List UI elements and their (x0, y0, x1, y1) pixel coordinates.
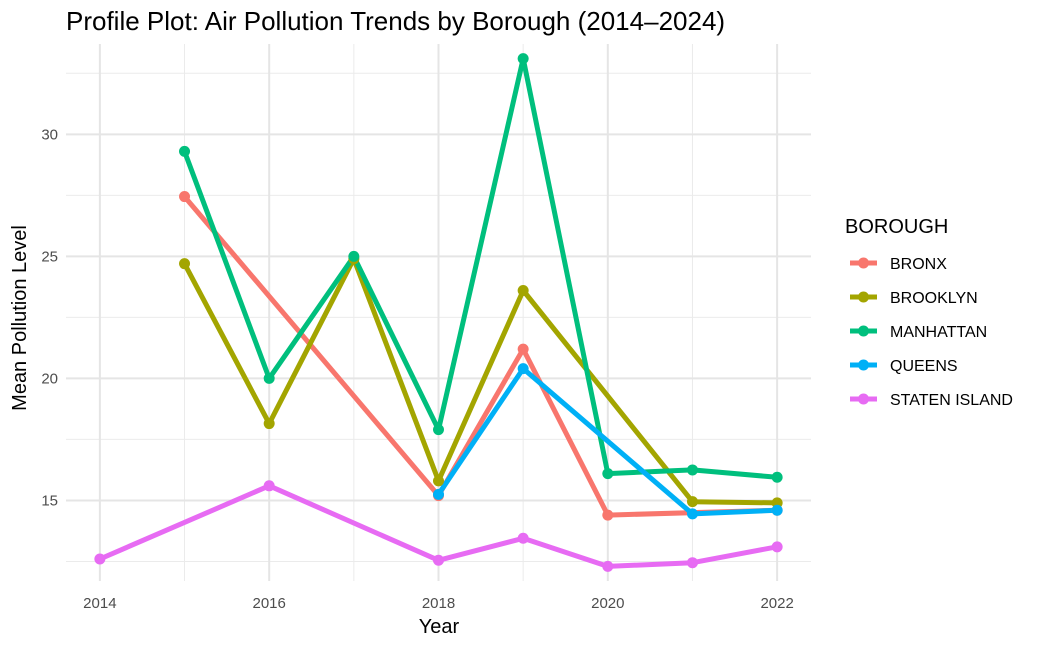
data-point-staten-island (94, 553, 106, 565)
x-tick-label: 2020 (591, 595, 624, 612)
data-point-manhattan (602, 468, 614, 480)
legend-key-point (858, 359, 869, 371)
data-point-staten-island (263, 480, 275, 492)
data-point-bronx (602, 509, 614, 521)
x-tick-label: 2014 (83, 595, 116, 612)
y-tick-label: 25 (41, 248, 58, 265)
series-line-queens (436, 366, 780, 517)
data-point-queens (686, 508, 698, 520)
legend-key-point (858, 325, 869, 337)
data-point-bronx (517, 343, 529, 355)
data-point-staten-island (517, 532, 529, 544)
data-point-brooklyn (686, 496, 698, 508)
legend: BOROUGH BRONX BROOKLYN MANHATTAN QUEENS STAT… (845, 216, 1013, 409)
x-tick-label: 2018 (422, 595, 455, 612)
legend-item-bronx: BRONX (850, 256, 947, 273)
legend-label: MANHATTAN (890, 324, 987, 341)
data-point-queens (517, 363, 529, 375)
grid-major (66, 44, 811, 581)
x-tick-label: 2016 (252, 595, 285, 612)
data-point-manhattan (771, 471, 783, 483)
series-points (94, 53, 783, 572)
data-point-staten-island (686, 557, 698, 569)
data-point-manhattan (179, 145, 191, 157)
legend-item-manhattan: MANHATTAN (850, 324, 987, 341)
y-axis-ticks: 15 20 25 30 (41, 126, 58, 509)
x-axis-title: Year (419, 616, 460, 638)
data-point-manhattan (263, 372, 275, 384)
data-point-manhattan (686, 464, 698, 476)
data-point-queens (771, 504, 783, 516)
y-tick-label: 15 (41, 492, 58, 509)
legend-item-brooklyn: BROOKLYN (850, 290, 978, 307)
data-point-brooklyn (433, 475, 444, 487)
data-point-queens (433, 488, 444, 500)
legend-key-point (858, 291, 869, 303)
y-tick-label: 30 (41, 126, 58, 143)
y-tick-label: 20 (41, 370, 58, 387)
legend-item-staten-island: STATEN ISLAND (850, 392, 1013, 409)
legend-label: QUEENS (890, 358, 958, 375)
legend-title: BOROUGH (845, 216, 948, 238)
data-point-staten-island (433, 554, 444, 566)
data-point-brooklyn (179, 258, 191, 270)
data-point-staten-island (771, 541, 783, 553)
legend-key-point (858, 257, 869, 269)
legend-label: STATEN ISLAND (890, 392, 1013, 409)
x-axis-ticks: 2014 2016 2018 2020 2022 (83, 595, 794, 612)
data-point-manhattan (433, 424, 444, 436)
legend-item-queens: QUEENS (850, 358, 958, 375)
data-point-manhattan (348, 250, 360, 262)
legend-label: BROOKLYN (890, 290, 978, 307)
y-axis-title: Mean Pollution Level (9, 225, 31, 411)
data-point-manhattan (517, 53, 529, 65)
data-point-brooklyn (517, 285, 529, 297)
chart-title: Profile Plot: Air Pollution Trends by Bo… (66, 6, 725, 36)
data-point-staten-island (602, 560, 614, 572)
legend-key-point (858, 393, 869, 405)
data-point-brooklyn (263, 418, 275, 430)
data-point-bronx (179, 191, 191, 203)
x-tick-label: 2022 (760, 595, 793, 612)
legend-label: BRONX (890, 256, 947, 273)
series-line-manhattan (182, 56, 780, 480)
